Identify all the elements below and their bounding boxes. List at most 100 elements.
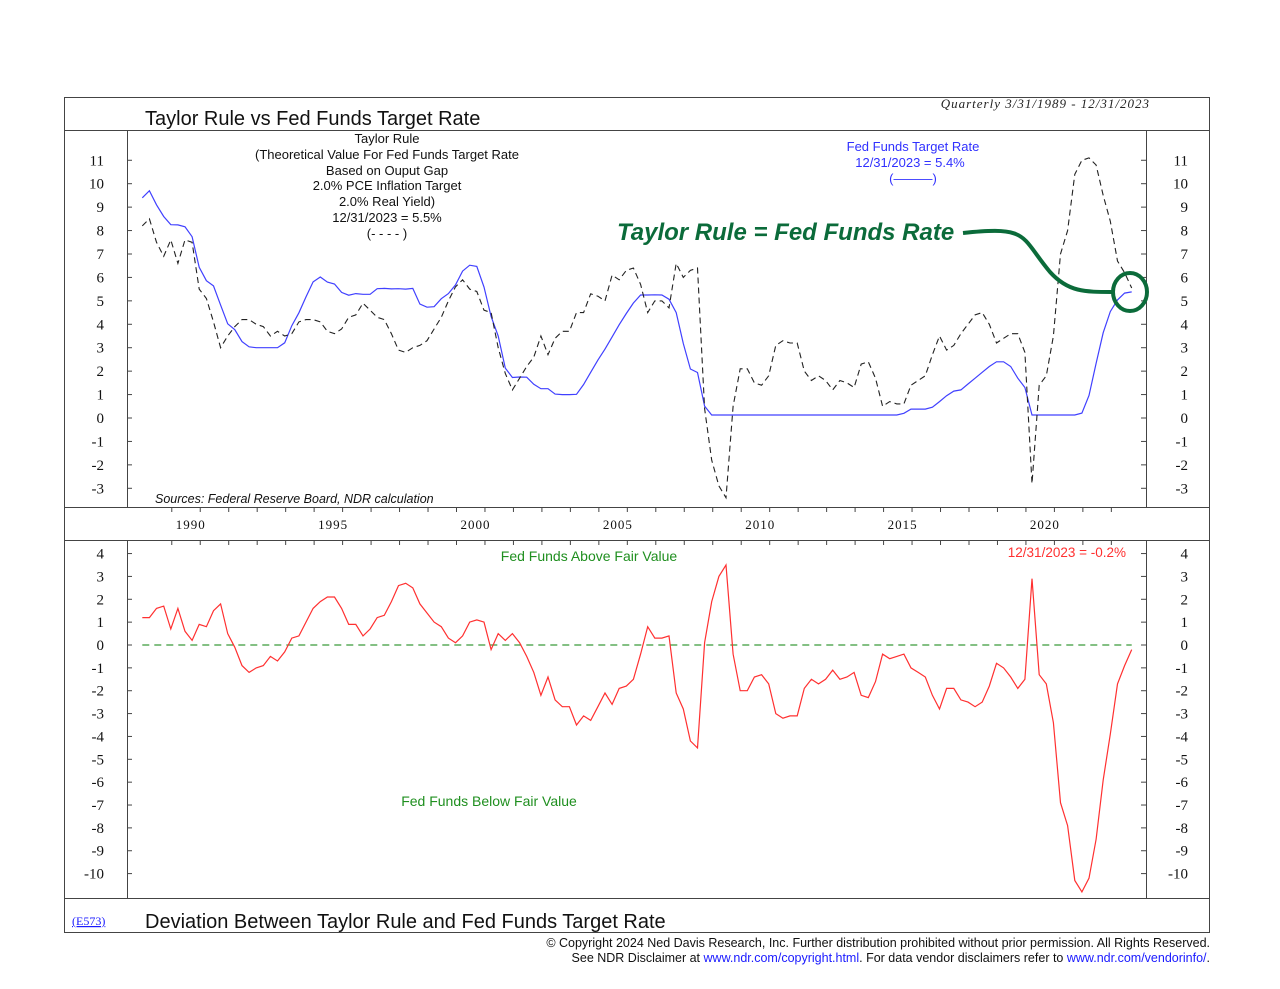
- disclaimer-line: See NDR Disclaimer at www.ndr.com/copyri…: [546, 951, 1210, 966]
- chart-code-link[interactable]: (E573): [72, 914, 105, 928]
- top-y-left-tick-label: 3: [97, 341, 105, 357]
- top-y-left-tick-label: 11: [90, 153, 104, 169]
- top-y-left-tick-label: 4: [97, 317, 105, 333]
- bottom-y-left-tick-label: -6: [92, 775, 105, 791]
- top-y-right-tick-label: 9: [1181, 200, 1189, 216]
- top-y-right-tick-label: 11: [1174, 153, 1188, 169]
- bottom-y-left-tick-label: -4: [92, 729, 105, 745]
- copyright-line: © Copyright 2024 Ned Davis Research, Inc…: [546, 936, 1210, 950]
- bottom-y-left-tick-label: -8: [92, 821, 105, 837]
- x-tick-label: 2000: [460, 517, 490, 532]
- bottom-title: Deviation Between Taylor Rule and Fed Fu…: [145, 911, 666, 933]
- x-tick-label: 2015: [888, 517, 918, 532]
- top-y-left-tick-label: 2: [97, 364, 105, 380]
- top-y-left-tick-label: -1: [92, 434, 105, 450]
- x-tick-label: 2005: [603, 517, 633, 532]
- top-y-right-tick-label: 6: [1181, 270, 1189, 286]
- bottom-y-right-tick-label: 2: [1181, 592, 1189, 608]
- fed-funds-series-line: [141, 189, 1132, 416]
- top-y-left-tick-label: 10: [89, 177, 104, 193]
- bottom-y-left-tick-label: 2: [97, 592, 105, 608]
- bottom-y-left-tick-label: -3: [92, 707, 105, 723]
- taylor-legend-line: 2.0% PCE Inflation Target: [313, 178, 462, 193]
- bottom-y-left-tick-label: 3: [97, 569, 105, 585]
- outer-frame: [64, 97, 1210, 933]
- bottom-y-right-tick-label: -4: [1176, 729, 1189, 745]
- bottom-y-right-tick-label: -7: [1176, 798, 1189, 814]
- top-y-right-tick-label: 0: [1181, 411, 1189, 427]
- chart-code[interactable]: (E573): [72, 914, 105, 928]
- bottom-y-right-tick-label: 1: [1181, 615, 1189, 631]
- annotation-circle: [1111, 271, 1149, 313]
- fed-legend-swatch: (———): [889, 171, 937, 186]
- top-y-left-tick-label: 0: [97, 411, 105, 427]
- copyright-link[interactable]: www.ndr.com/copyright.html: [703, 951, 860, 965]
- above-fair-value-label: Fed Funds Above Fair Value: [501, 548, 678, 564]
- fed-legend-latest: 12/31/2023 = 5.4%: [855, 155, 965, 170]
- footer: © Copyright 2024 Ned Davis Research, Inc…: [546, 936, 1210, 966]
- taylor-rule-series-line: [141, 157, 1133, 500]
- top-y-left-tick-label: 8: [97, 224, 105, 240]
- x-tick-label: 2010: [745, 517, 775, 532]
- taylor-legend: Taylor Rule (Theoretical Value For Fed F…: [255, 131, 519, 241]
- top-y-right-tick-label: 1: [1181, 388, 1189, 404]
- annotation-text: Taylor Rule = Fed Funds Rate: [617, 219, 954, 246]
- source-note: Sources: Federal Reserve Board, NDR calc…: [155, 492, 434, 506]
- period-label: Quarterly 3/31/1989 - 12/31/2023: [941, 96, 1150, 111]
- bottom-y-left-tick-label: -2: [92, 684, 105, 700]
- top-y-right-tick-label: 2: [1181, 364, 1189, 380]
- vendorinfo-link[interactable]: www.ndr.com/vendorinfo/: [1066, 951, 1207, 965]
- fed-legend-title: Fed Funds Target Rate: [847, 139, 980, 154]
- top-y-left-tick-label: 5: [97, 294, 105, 310]
- x-tick-label: 1990: [176, 517, 206, 532]
- x-tick-label: 2020: [1030, 517, 1060, 532]
- top-y-right-tick-label: 5: [1181, 294, 1189, 310]
- x-tick-label: 1995: [318, 517, 348, 532]
- taylor-legend-latest: 12/31/2023 = 5.5%: [332, 210, 442, 225]
- bottom-y-left-tick-label: -7: [92, 798, 105, 814]
- bottom-y-left-tick-label: -5: [92, 752, 105, 768]
- taylor-legend-line: Based on Ouput Gap: [326, 163, 448, 178]
- top-y-left-tick-label: -3: [92, 481, 105, 497]
- x-axis-ticks: 1990 1995 2000 2005 2010 2015 2020: [171, 507, 1112, 545]
- top-y-right-tick-label: 8: [1181, 224, 1189, 240]
- top-y-right-tick-label: -3: [1176, 481, 1189, 497]
- bottom-y-right-tick-label: -8: [1176, 821, 1189, 837]
- annotation-connector: [962, 228, 1113, 294]
- bottom-y-right-tick-label: -3: [1176, 707, 1189, 723]
- taylor-legend-swatch: (- - - - ): [367, 226, 407, 241]
- bottom-y-right-tick-label: -5: [1176, 752, 1189, 768]
- bottom-y-right-tick-label: 4: [1181, 547, 1189, 563]
- disclaimer-text: See NDR Disclaimer at: [571, 951, 704, 965]
- top-y-right-tick-label: 4: [1181, 317, 1189, 333]
- top-y-left-tick-label: 6: [97, 270, 105, 286]
- top-y-left-tick-label: -2: [92, 458, 105, 474]
- bottom-y-left-tick-label: -9: [92, 844, 105, 860]
- top-y-right-tick-label: 10: [1173, 177, 1188, 193]
- taylor-legend-line: 2.0% Real Yield): [339, 194, 435, 209]
- top-y-left-tick-label: 9: [97, 200, 105, 216]
- deviation-latest-label: 12/31/2023 = -0.2%: [1008, 545, 1126, 560]
- bottom-y-left-tick-label: 4: [97, 547, 105, 563]
- top-y-left-tick-label: 1: [97, 388, 105, 404]
- bottom-y-right-tick-label: -2: [1176, 684, 1189, 700]
- bottom-y-right-tick-label: -9: [1176, 844, 1189, 860]
- top-y-right-tick-label: -1: [1176, 434, 1189, 450]
- fed-funds-legend: Fed Funds Target Rate 12/31/2023 = 5.4% …: [847, 139, 980, 186]
- bottom-y-right-tick-label: -6: [1176, 775, 1189, 791]
- taylor-legend-line: Taylor Rule: [354, 131, 419, 146]
- disclaimer-text: . For data vendor disclaimers refer to: [859, 951, 1067, 965]
- top-y-right-tick-label: 3: [1181, 341, 1189, 357]
- bottom-y-right-tick-label: 3: [1181, 569, 1189, 585]
- taylor-legend-line: (Theoretical Value For Fed Funds Target …: [255, 147, 519, 162]
- bottom-y-left-tick-label: 0: [97, 638, 105, 654]
- bottom-y-right-tick-label: 0: [1181, 638, 1189, 654]
- bottom-y-left-tick-label: -1: [92, 661, 105, 677]
- bottom-y-left-tick-label: 1: [97, 615, 105, 631]
- bottom-y-left-tick-label: -10: [84, 867, 104, 883]
- deviation-series-line: [142, 563, 1133, 894]
- chart-title: Taylor Rule vs Fed Funds Target Rate: [145, 108, 480, 130]
- top-y-right-tick-label: -2: [1176, 458, 1189, 474]
